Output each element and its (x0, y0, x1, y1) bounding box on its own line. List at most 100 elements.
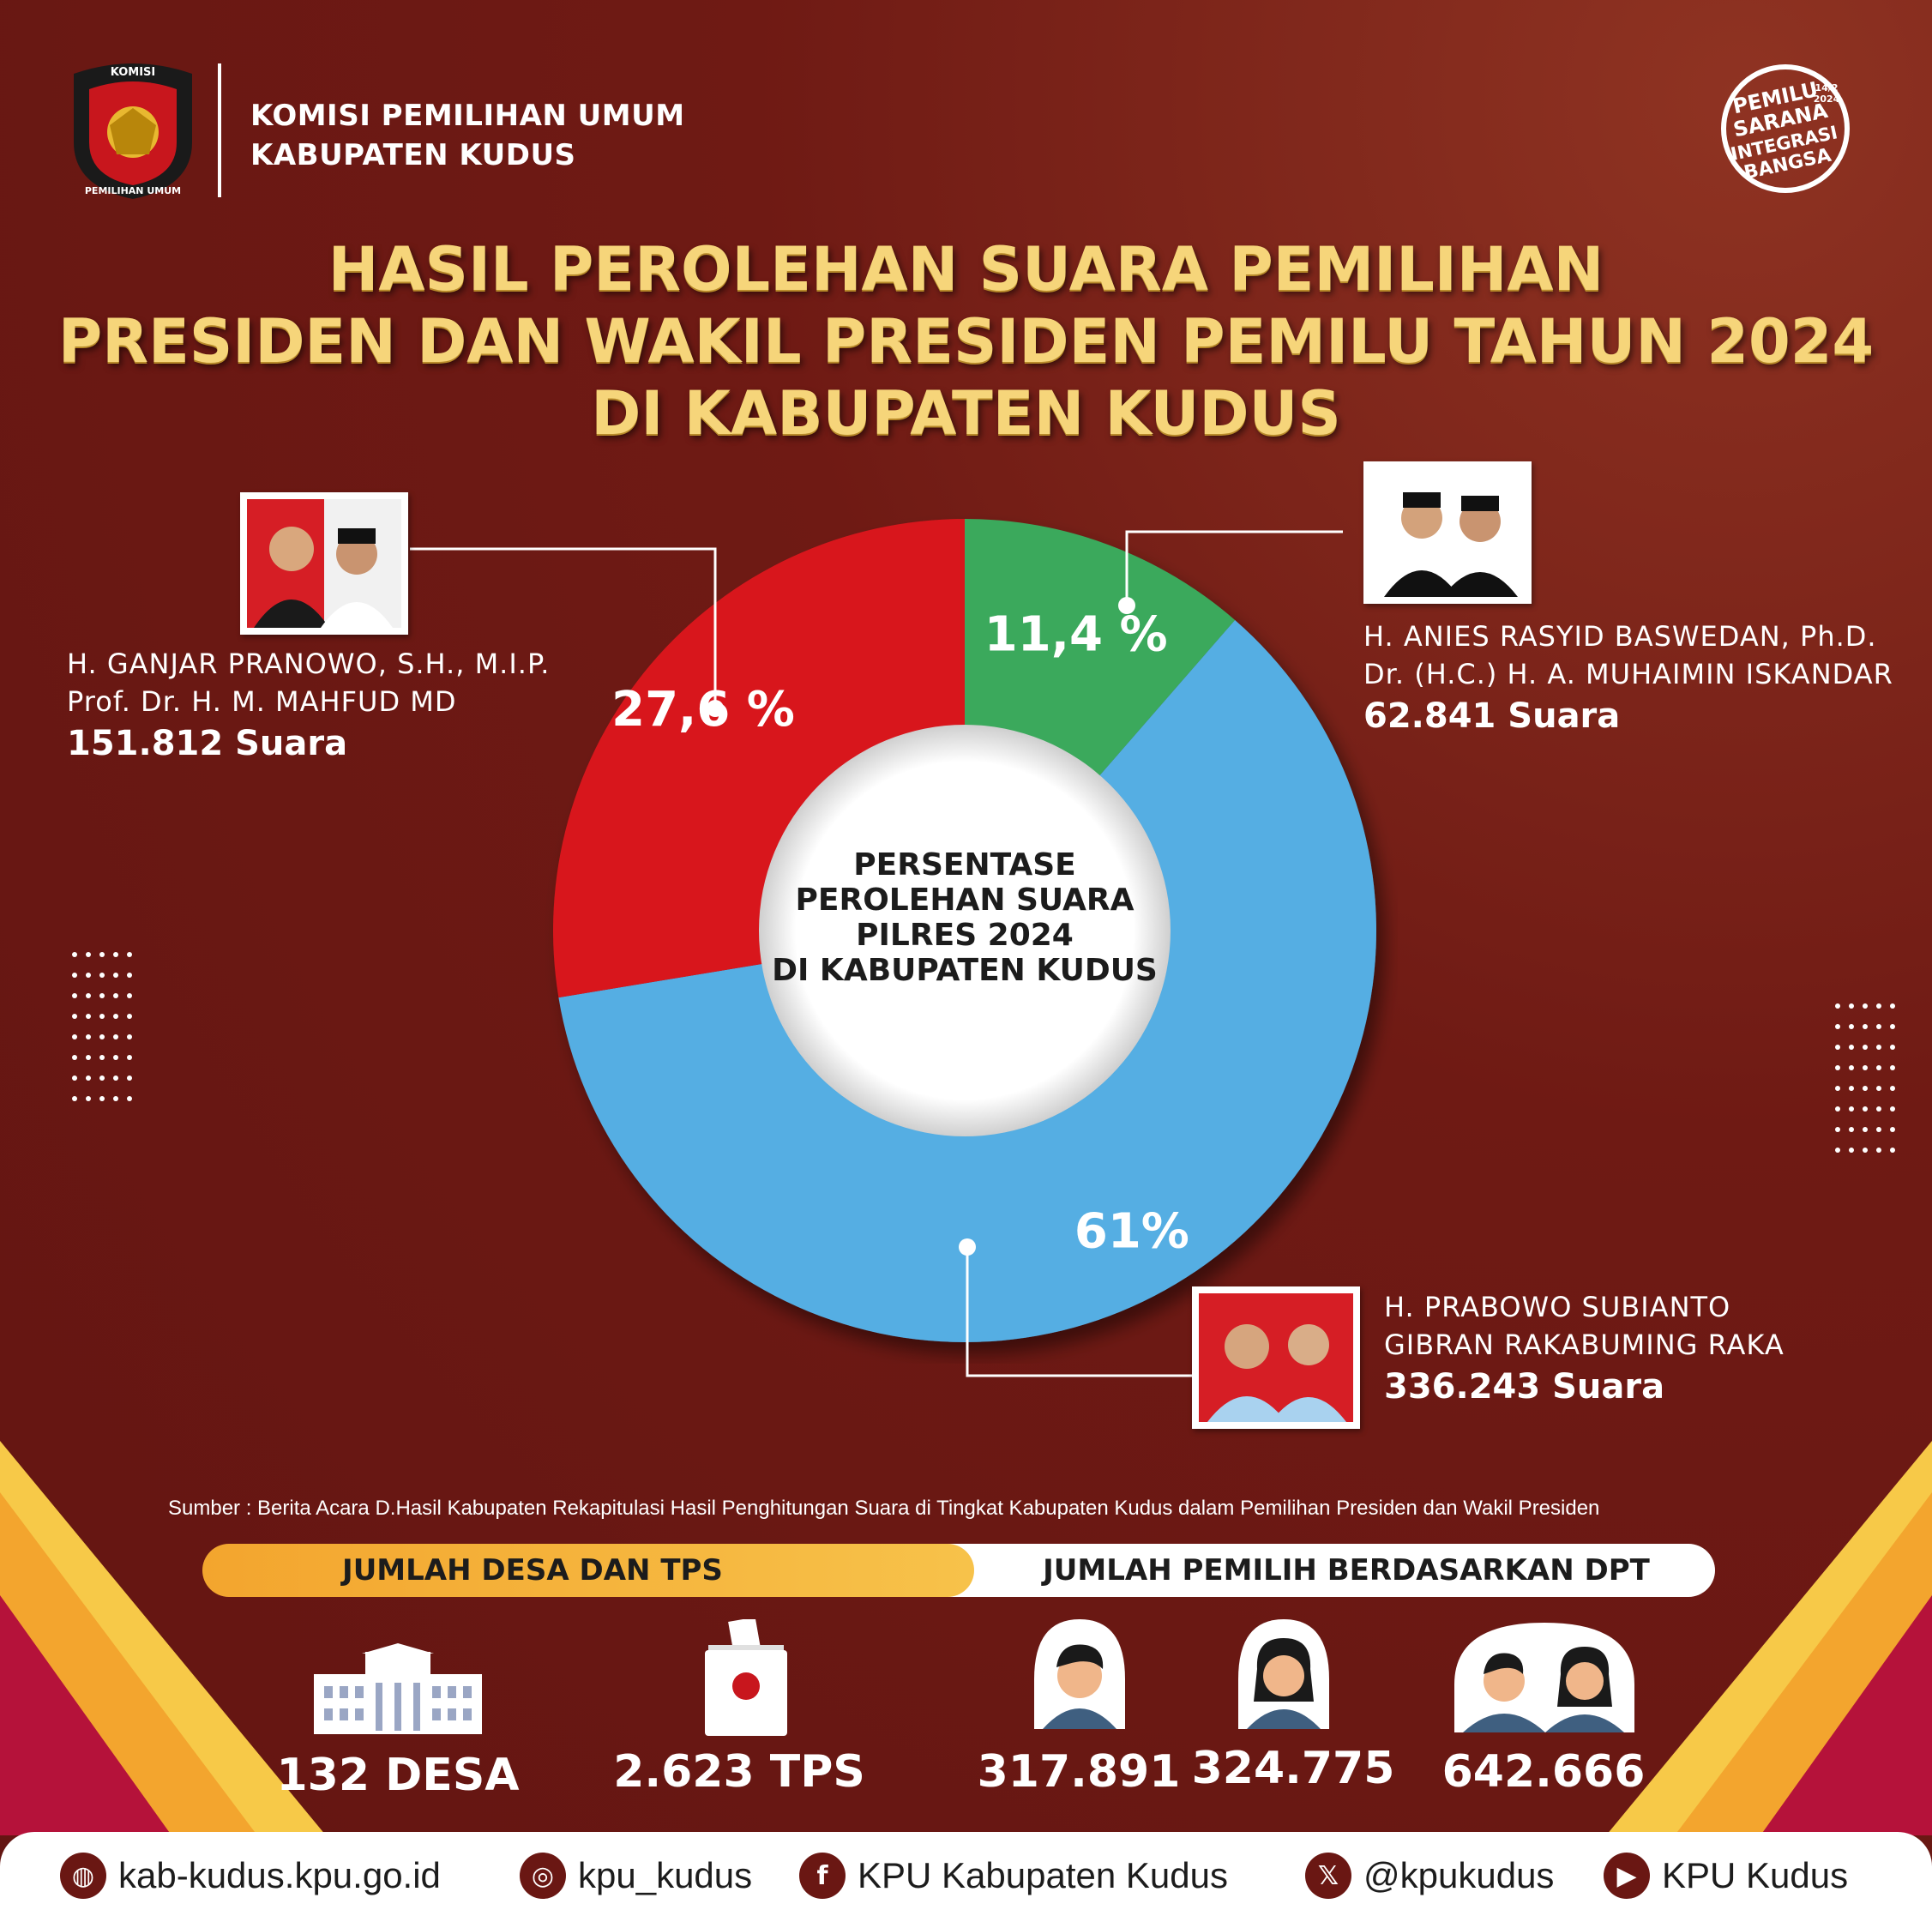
decor-dot (86, 1034, 91, 1039)
ballot-box-icon (705, 1619, 787, 1736)
decor-dot (1890, 1045, 1895, 1050)
decor-dot (1849, 1045, 1854, 1050)
org-name: KOMISI PEMILIHAN UMUM KABUPATEN KUDUS (250, 96, 685, 175)
instagram-link[interactable]: ◎ kpu_kudus (520, 1853, 752, 1899)
globe-icon: ◍ (60, 1853, 106, 1899)
decor-dot (1835, 1024, 1840, 1029)
website-link[interactable]: ◍ kab-kudus.kpu.go.id (60, 1853, 441, 1899)
anies-label: H. ANIES RASYID BASWEDAN, Ph.D. Dr. (H.C… (1363, 618, 1893, 739)
decor-dot (1890, 1065, 1895, 1070)
decor-dot (72, 1075, 77, 1081)
decor-dot (1849, 1065, 1854, 1070)
decor-dot (113, 1014, 118, 1019)
anies-muhaimin-photo (1363, 461, 1532, 604)
ganjar-name-1: H. GANJAR PRANOWO, S.H., M.I.P. (67, 648, 551, 680)
decor-dot (127, 1096, 132, 1101)
decor-dot (1835, 1106, 1840, 1112)
decor-dot (1863, 1106, 1868, 1112)
facebook-icon: f (799, 1853, 846, 1899)
ganjar-label: H. GANJAR PRANOWO, S.H., M.I.P. Prof. Dr… (67, 645, 550, 767)
desa-tps-header: JUMLAH DESA DAN TPS (202, 1544, 974, 1597)
anies-name-1: H. ANIES RASYID BASWEDAN, Ph.D. (1363, 620, 1877, 653)
decor-dot (1890, 1148, 1895, 1153)
decor-dot (99, 952, 105, 957)
badge-date-2: 2024 (1814, 93, 1840, 105)
slice-percent-label: 11,4 % (984, 606, 1168, 662)
prabowo-label: H. PRABOWO SUBIANTO GIBRAN RAKABUMING RA… (1384, 1288, 1785, 1410)
female-voter-count: 324.775 (1191, 1743, 1395, 1794)
desa-count: 132 DESA (276, 1750, 520, 1801)
decor-dot (86, 1075, 91, 1081)
decor-dot (127, 1014, 132, 1019)
decor-dot (1890, 1086, 1895, 1091)
decor-dot (127, 952, 132, 957)
decor-dot (99, 1014, 105, 1019)
badge-date-1: 14/2 (1815, 82, 1839, 93)
decor-dot (86, 1055, 91, 1060)
decor-dot (1849, 1127, 1854, 1132)
x-icon: 𝕏 (1305, 1853, 1351, 1899)
website-text: kab-kudus.kpu.go.id (118, 1855, 441, 1895)
decor-dot (1849, 1003, 1854, 1009)
decor-dot (72, 1055, 77, 1060)
decor-dot (1890, 1127, 1895, 1132)
decor-dot (1849, 1148, 1854, 1153)
decor-dot (1863, 1045, 1868, 1050)
decor-dot (1835, 1086, 1840, 1091)
youtube-link[interactable]: ▶ KPU Kudus (1604, 1853, 1848, 1899)
decor-dot (86, 993, 91, 998)
decor-dot (86, 952, 91, 957)
donut-slice (558, 619, 1376, 1342)
facebook-link[interactable]: f KPU Kabupaten Kudus (799, 1853, 1228, 1899)
decor-dot (113, 1034, 118, 1039)
decor-dot (1876, 1127, 1881, 1132)
decor-dot (99, 993, 105, 998)
decor-dot (113, 973, 118, 978)
decor-dot (72, 1034, 77, 1039)
slice-percent-label: 61% (1074, 1203, 1189, 1259)
facebook-text: KPU Kabupaten Kudus (858, 1855, 1228, 1895)
decor-dot (1835, 1045, 1840, 1050)
donut-slice (553, 519, 965, 998)
anies-name-2: Dr. (H.C.) H. A. MUHAIMIN ISKANDAR (1363, 658, 1893, 690)
decor-dot (1849, 1024, 1854, 1029)
donut-hole (759, 725, 1171, 1136)
decor-dot (1835, 1127, 1840, 1132)
decor-dot (1876, 1065, 1881, 1070)
decor-dot (72, 1014, 77, 1019)
logo-top-text: KOMISI (111, 66, 156, 79)
decor-dot (1863, 1148, 1868, 1153)
decor-dot (1863, 1003, 1868, 1009)
decor-dot (127, 1055, 132, 1060)
prabowo-name-1: H. PRABOWO SUBIANTO (1384, 1291, 1731, 1323)
title-line-1: HASIL PEROLEHAN SUARA PEMILIHAN (328, 234, 1604, 304)
decor-dot (127, 1034, 132, 1039)
ganjar-name-2: Prof. Dr. H. M. MAHFUD MD (67, 685, 457, 718)
decor-dot (1890, 1106, 1895, 1112)
dpt-header: JUMLAH PEMILIH BERDASARKAN DPT (909, 1544, 1715, 1597)
x-link[interactable]: 𝕏 @kpukudus (1305, 1853, 1554, 1899)
decor-dot (99, 973, 105, 978)
decor-dot (86, 1096, 91, 1101)
decor-dot (113, 993, 118, 998)
anies-votes: 62.841 Suara (1363, 696, 1621, 736)
decor-dot (1876, 1148, 1881, 1153)
decor-dot (1863, 1127, 1868, 1132)
kpu-logo: KOMISI PEMILIHAN UMUM (74, 63, 192, 199)
org-line-1: KOMISI PEMILIHAN UMUM (250, 99, 685, 133)
center-label-4: DI KABUPATEN KUDUS (772, 953, 1158, 988)
decor-dot (1849, 1086, 1854, 1091)
donut-chart: PERSENTASE PEROLEHAN SUARA PILRES 2024 D… (553, 519, 1376, 1342)
desa-tps-header-label: JUMLAH DESA DAN TPS (342, 1553, 723, 1588)
decor-dot (99, 1096, 105, 1101)
decor-dot (72, 952, 77, 957)
decor-dot (72, 1096, 77, 1101)
ganjar-mahfud-photo (240, 492, 408, 635)
title-line-2: PRESIDEN DAN WAKIL PRESIDEN PEMILU TAHUN… (57, 306, 1875, 377)
left-corner-decoration (0, 1441, 326, 1835)
instagram-icon: ◎ (520, 1853, 566, 1899)
page-title: HASIL PEROLEHAN SUARA PEMILIHAN PRESIDEN… (51, 233, 1881, 449)
decor-dot (1876, 1003, 1881, 1009)
header-divider (218, 63, 221, 197)
total-voters-icon (1454, 1623, 1634, 1732)
